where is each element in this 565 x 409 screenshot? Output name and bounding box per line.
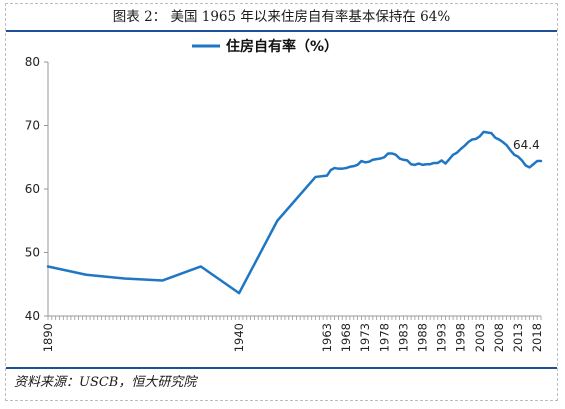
legend: 住房自有率（%） [192, 38, 338, 55]
x-axis: 1890 1940 1963 1968 1973 1978 1983 1988 1993 1998… [41, 315, 544, 352]
data-label: 64.4 [513, 138, 540, 152]
legend-label: 住房自有率（%） [226, 38, 338, 55]
plot-area: 64.4 [46, 130, 543, 295]
bottom-rule [6, 367, 557, 369]
x-tick-label: 2003 [473, 323, 487, 352]
y-axis: 40 50 60 70 80 [25, 55, 49, 323]
y-tick-label: 70 [25, 119, 40, 133]
figure-title: 图表 2： 美国 1965 年以来住房自有率基本保持在 64% [112, 9, 451, 25]
x-tick-label: 1993 [435, 323, 449, 352]
x-tick-label: 1968 [339, 323, 353, 352]
y-tick-label: 60 [25, 182, 40, 196]
x-tick-label: 2008 [492, 323, 506, 352]
title-rule [6, 30, 557, 32]
x-tick-label: 2018 [530, 323, 544, 352]
x-tick-label: 2013 [511, 323, 525, 352]
x-tick-label: 1973 [358, 323, 372, 352]
x-tick-label: 1940 [232, 323, 246, 352]
source-note: 资料来源：USCB，恒大研究院 [14, 375, 197, 390]
x-tick-label: 1983 [396, 323, 410, 352]
x-tick-label: 1978 [377, 323, 391, 352]
x-tick-label: 1890 [41, 323, 55, 352]
x-tick-label: 1988 [416, 323, 430, 352]
x-tick-label: 1998 [454, 323, 468, 352]
y-tick-label: 80 [25, 55, 40, 69]
x-tick-label: 1963 [320, 323, 334, 352]
y-tick-label: 50 [25, 246, 40, 260]
figure-frame [5, 3, 558, 401]
series-line [46, 130, 543, 295]
y-tick-label: 40 [25, 309, 40, 323]
